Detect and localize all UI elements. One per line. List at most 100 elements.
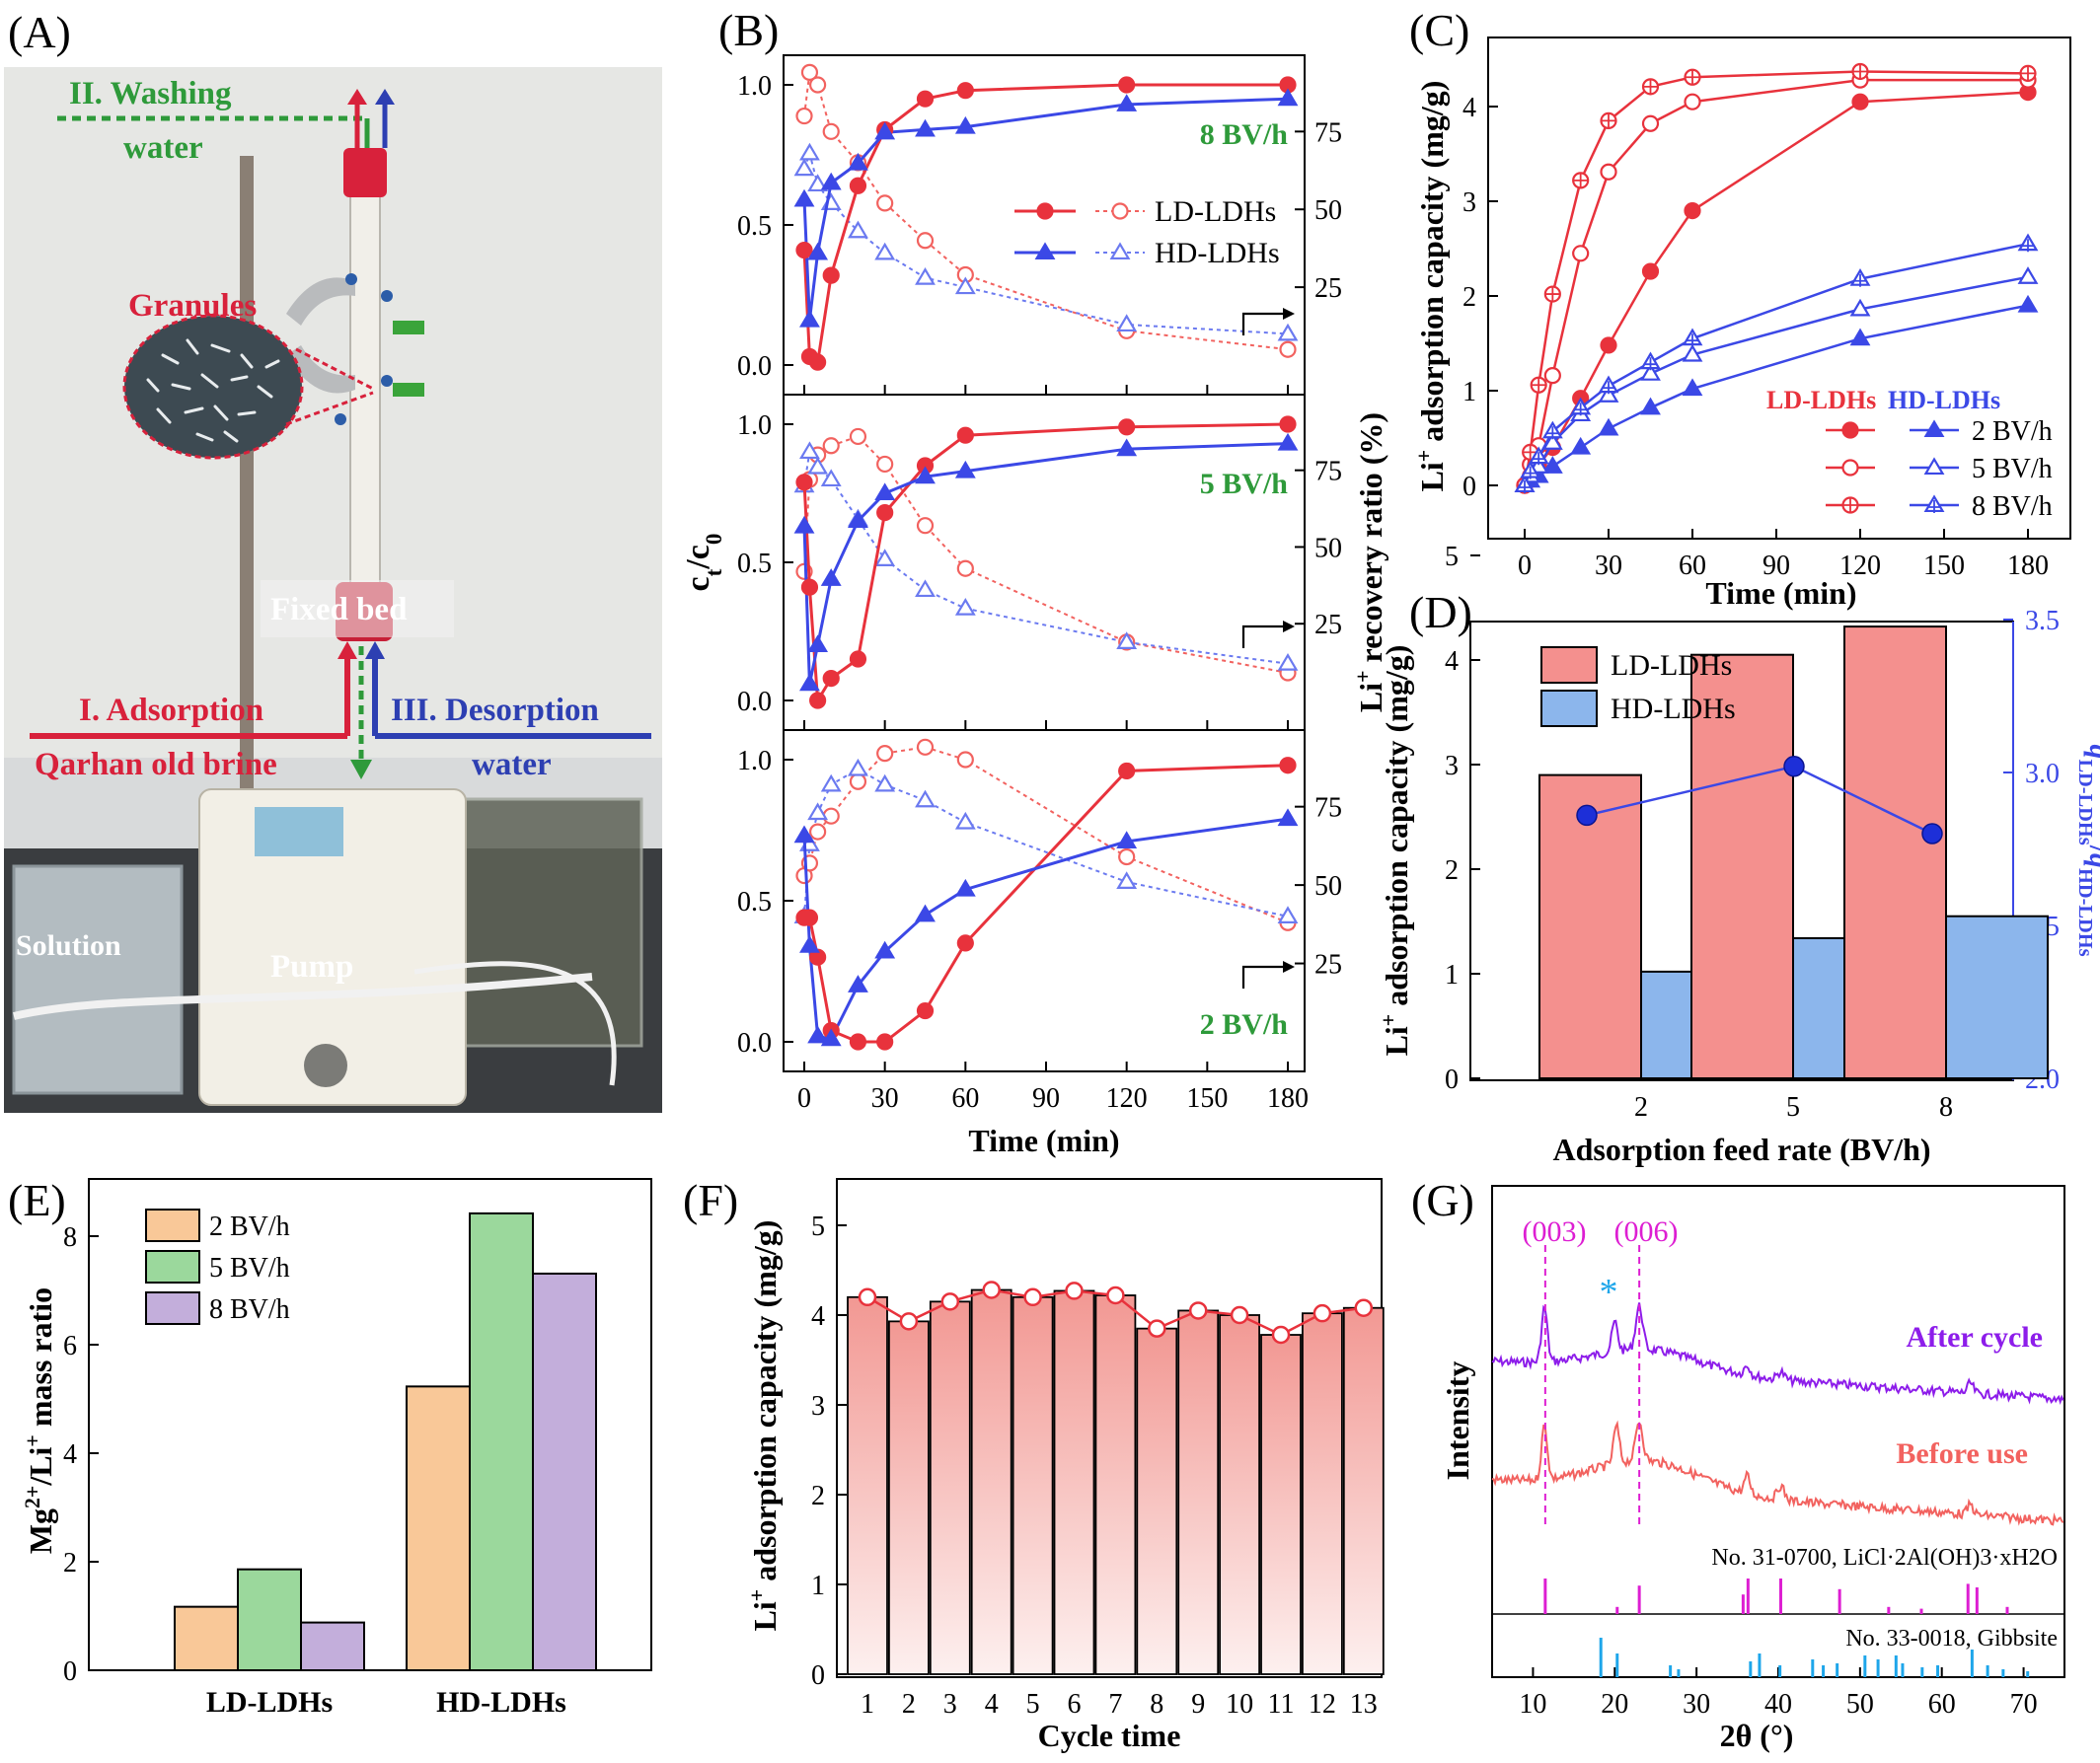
capacity-point-cross [1853, 64, 1867, 79]
panel-b-label: (B) [718, 5, 779, 55]
cycle-point [1023, 1287, 1042, 1307]
y-right-tick-label: 3.0 [2025, 759, 2060, 789]
desorption-water-label: water [472, 747, 552, 782]
rate-label: 8 BV/h [1200, 118, 1289, 151]
panel-f-label: (F) [683, 1175, 738, 1225]
ld-ct-point [822, 266, 840, 284]
cycle-bar [1260, 1334, 1302, 1675]
capacity-point [1641, 262, 1660, 280]
hd-ct-point [954, 878, 976, 897]
arrow-head [350, 760, 372, 779]
x-tick-label: 150 [1186, 1083, 1228, 1114]
ld-ct-point [800, 909, 819, 926]
ld-ct-point [956, 934, 974, 952]
ld-bar [1538, 773, 1642, 1079]
ld-recovery-point [876, 194, 894, 212]
capacity-point-cross [2022, 239, 2034, 253]
desorption-label: III. Desorption [391, 693, 599, 728]
ratio-point [1576, 804, 1598, 827]
x-tick-label: 30 [871, 1083, 899, 1114]
ld-ct-point [916, 1001, 935, 1020]
capacity-point-cross [2021, 66, 2035, 81]
ld-ct-line [804, 764, 1289, 1044]
ld-recovery-point [1279, 340, 1297, 358]
capacity-point-cross [1533, 452, 1545, 466]
legend-hd-marker [1923, 457, 1945, 476]
ld-ct-point [1118, 418, 1136, 436]
capacity-point-cross [1602, 113, 1615, 128]
panel-g: (G) 10 20 30 40 50 60 70 (003) (006) * After cycle… [1411, 1175, 2065, 1753]
hd-recovery-point [954, 811, 976, 830]
ratio-point [1783, 756, 1805, 777]
column-top-cap [343, 148, 387, 197]
category-label: LD-LDHs [206, 1686, 333, 1719]
capacity-point-cross [1603, 381, 1614, 395]
x-tick-label: 120 [1839, 551, 1881, 581]
hd-recovery-point [848, 220, 868, 239]
hd-recovery-point [1116, 871, 1138, 889]
legend-label: 2 BV/h [209, 1212, 290, 1242]
x-tick-label: 70 [2010, 1689, 2038, 1720]
x-tick-label: 11 [1268, 1689, 1295, 1720]
y-right-tick-label: 3.5 [2025, 606, 2060, 636]
panel-d-label: (D) [1409, 587, 1472, 637]
hd-ct-point [1116, 94, 1138, 111]
x-tick-label: 2 [1634, 1092, 1648, 1123]
hd-ct-point [1116, 831, 1138, 848]
reference-1-label: No. 31-0700, LiCl·2Al(OH)3·xH2O [1711, 1545, 2058, 1571]
y-tick-label: 5 [811, 1212, 825, 1242]
x-tick-label: 50 [1846, 1689, 1874, 1720]
capacity-point [1598, 417, 1619, 436]
y-tick-label: 3 [1445, 751, 1459, 781]
arrow-head [365, 641, 385, 659]
x-tick-label: 30 [1683, 1689, 1710, 1720]
y-right-tick-label: 75 [1314, 117, 1342, 148]
x-tick-label: 0 [1518, 551, 1532, 581]
hd-recovery-point [954, 597, 976, 616]
capacity-point-cross [1644, 357, 1657, 371]
ld-recovery-line [803, 746, 1289, 924]
y-tick-label: 0 [1445, 1065, 1459, 1095]
cycle-point [899, 1312, 919, 1331]
capacity-point [2017, 294, 2039, 313]
hd-ct-point [1277, 432, 1299, 451]
panel-d: (D) 0123452.02.53.03.5258LD-LDHsHD-LDHsA… [1377, 542, 2100, 1167]
cycle-point [1106, 1286, 1125, 1305]
cycle-point [1354, 1298, 1374, 1317]
legend-ld-marker-cross [1843, 498, 1857, 512]
hd-ct-point [954, 460, 976, 478]
ld-ct-point [1279, 757, 1297, 774]
ld-ct-point [1118, 76, 1136, 94]
pump-body [198, 788, 467, 1106]
hd-recovery-point [807, 802, 829, 821]
cycle-bar [1342, 1306, 1385, 1675]
x-tick-label: 10 [1226, 1689, 1253, 1720]
hd-recovery-point [1116, 631, 1138, 649]
granules-magnifier [122, 314, 304, 460]
hd-ct-point [820, 568, 842, 586]
granules-texture [146, 338, 280, 443]
capacity-point-cross [1686, 70, 1699, 85]
cycle-point [1188, 1301, 1208, 1320]
ld-recovery-point [822, 807, 840, 825]
ld-ct-point [822, 669, 840, 688]
ld-ct-point [1279, 415, 1297, 433]
granules-label: Granules [128, 288, 257, 324]
panel-g-label: (G) [1411, 1175, 1474, 1225]
clamp-knob [345, 273, 357, 285]
y-tick-label: 0 [1462, 472, 1476, 502]
y-right-tick-label: 50 [1314, 533, 1342, 563]
ld-ct-point [956, 426, 974, 444]
tubing [413, 961, 617, 1086]
hd-recovery-point [799, 142, 820, 161]
legend-ld-ct-marker [1036, 202, 1054, 220]
panel-e: (E) 0 2 4 6 8 LD-LDHs HD-LDHs 2 BV/h 5 BV/h 8 BV/… [8, 1175, 652, 1719]
hd-ct-point [874, 482, 896, 501]
legend-ld-header: LD-LDHs [1766, 386, 1876, 414]
panel-b: (B) 0.0 0.5 1.0 25 50 75 8 BV/h 0.0 0.5 1.0 25 50 75… [680, 5, 1388, 1158]
capacity-point-cross [1574, 403, 1587, 416]
legend-swatch [145, 1250, 200, 1284]
cycle-point [1271, 1325, 1291, 1345]
arrow-head [338, 641, 357, 659]
